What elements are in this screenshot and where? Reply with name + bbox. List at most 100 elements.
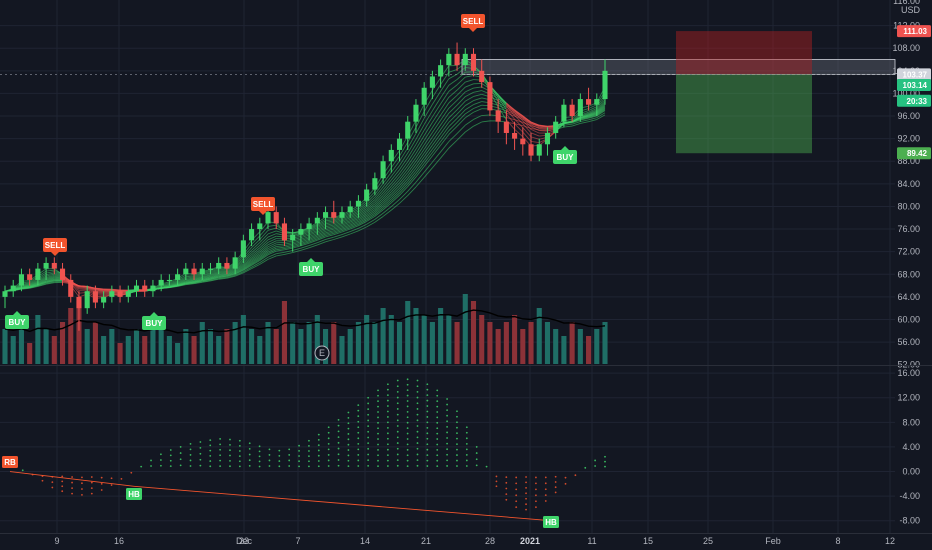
- candle[interactable]: [594, 93, 600, 117]
- candle-body[interactable]: [109, 291, 115, 297]
- buy-signal[interactable]: BUY: [5, 311, 29, 329]
- candle-body[interactable]: [520, 138, 526, 145]
- candle[interactable]: [438, 59, 444, 88]
- candle-body[interactable]: [470, 53, 477, 71]
- price-tag-stop[interactable]: 111.03: [897, 25, 931, 38]
- candle-body[interactable]: [249, 229, 255, 241]
- candle[interactable]: [240, 234, 246, 263]
- candle-body[interactable]: [76, 296, 82, 309]
- candle-body[interactable]: [51, 262, 57, 269]
- candle-body[interactable]: [125, 291, 131, 297]
- candle-body[interactable]: [158, 279, 164, 286]
- candle-body[interactable]: [2, 291, 8, 297]
- divergence-markers[interactable]: RB HB HB: [2, 456, 559, 528]
- candle[interactable]: [191, 262, 197, 280]
- buy-signal[interactable]: BUY: [299, 258, 323, 276]
- candle[interactable]: [51, 257, 57, 275]
- candle[interactable]: [142, 279, 148, 297]
- price-tag-box[interactable]: [897, 94, 931, 107]
- risk-reward-zones[interactable]: [0, 31, 896, 154]
- candle[interactable]: [314, 212, 320, 235]
- buy-signal[interactable]: BUY: [142, 312, 166, 330]
- candle-body[interactable]: [454, 53, 460, 66]
- candle[interactable]: [224, 257, 230, 275]
- candle[interactable]: [207, 262, 214, 275]
- candle[interactable]: [158, 274, 164, 292]
- signal-box[interactable]: [5, 315, 29, 329]
- candle[interactable]: [586, 87, 592, 111]
- candle-body[interactable]: [405, 121, 411, 139]
- oscillator-axis[interactable]: 16.00 12.00 8.00 4.00 0.00 -4.00 -8.00: [897, 368, 920, 526]
- take-profit-zone[interactable]: [676, 74, 812, 154]
- candle-body[interactable]: [84, 291, 90, 309]
- candle-body[interactable]: [380, 161, 386, 179]
- candle[interactable]: [536, 138, 542, 162]
- candle-body[interactable]: [586, 99, 592, 105]
- candle-body[interactable]: [298, 229, 304, 235]
- price-axis[interactable]: 116.00USD112.00108.00104.00100.0096.0092…: [892, 0, 931, 370]
- candle-body[interactable]: [240, 240, 246, 258]
- candle-body[interactable]: [265, 212, 271, 224]
- candle[interactable]: [133, 279, 140, 297]
- candle-body[interactable]: [421, 87, 427, 105]
- candle[interactable]: [421, 82, 427, 117]
- candle-body[interactable]: [479, 70, 485, 83]
- price-tag-box[interactable]: [897, 25, 931, 38]
- candle-body[interactable]: [92, 291, 98, 303]
- candle[interactable]: [561, 99, 567, 128]
- candle[interactable]: [27, 268, 33, 286]
- candle-body[interactable]: [101, 296, 107, 303]
- price-tag-box[interactable]: [897, 147, 931, 160]
- divergence-box[interactable]: [543, 516, 559, 528]
- candle-body[interactable]: [553, 121, 559, 133]
- candle[interactable]: [306, 217, 312, 241]
- candle-body[interactable]: [372, 178, 378, 190]
- candle[interactable]: [18, 268, 24, 292]
- candle-body[interactable]: [396, 138, 403, 150]
- candle[interactable]: [528, 132, 534, 162]
- candle[interactable]: [413, 99, 419, 133]
- candle-body[interactable]: [323, 212, 329, 218]
- candle-body[interactable]: [306, 223, 312, 230]
- candle[interactable]: [512, 121, 518, 150]
- earnings-circle[interactable]: [314, 345, 330, 361]
- stop-loss-zone[interactable]: [676, 31, 812, 75]
- candle[interactable]: [216, 257, 222, 275]
- candle-body[interactable]: [43, 262, 49, 269]
- price-tag-countdown[interactable]: 20:33: [897, 94, 931, 107]
- candle-body[interactable]: [528, 144, 534, 156]
- signal-box[interactable]: [299, 262, 323, 276]
- candle[interactable]: [166, 274, 172, 286]
- candle-body[interactable]: [10, 285, 16, 292]
- candle-body[interactable]: [59, 268, 66, 280]
- divergence-label-bearish[interactable]: RB: [2, 456, 18, 468]
- candle[interactable]: [59, 262, 66, 286]
- candle-body[interactable]: [487, 82, 493, 111]
- candle-body[interactable]: [207, 268, 214, 270]
- candle-body[interactable]: [438, 65, 444, 77]
- candle-body[interactable]: [281, 223, 287, 241]
- candle-body[interactable]: [142, 285, 148, 292]
- candle-body[interactable]: [224, 262, 230, 269]
- sell-signal[interactable]: SELL: [43, 238, 67, 256]
- candle[interactable]: [569, 99, 575, 122]
- candle[interactable]: [323, 206, 329, 230]
- candlestick-series[interactable]: [2, 42, 608, 331]
- price-tag-box[interactable]: [897, 78, 931, 91]
- price-tag-entry[interactable]: 103.37: [897, 68, 931, 81]
- candle[interactable]: [35, 262, 41, 286]
- candle-body[interactable]: [35, 268, 41, 280]
- signal-box[interactable]: [43, 238, 67, 252]
- candle-body[interactable]: [355, 200, 361, 207]
- candle[interactable]: [396, 132, 403, 162]
- candle[interactable]: [183, 262, 189, 280]
- signal-box[interactable]: [461, 14, 485, 28]
- candle[interactable]: [257, 217, 263, 241]
- candle[interactable]: [380, 155, 386, 184]
- candle-body[interactable]: [68, 279, 74, 297]
- earnings-marker[interactable]: E: [314, 345, 330, 361]
- candle-body[interactable]: [462, 53, 468, 66]
- sell-signal[interactable]: SELL: [461, 14, 485, 32]
- candle-body[interactable]: [18, 274, 24, 286]
